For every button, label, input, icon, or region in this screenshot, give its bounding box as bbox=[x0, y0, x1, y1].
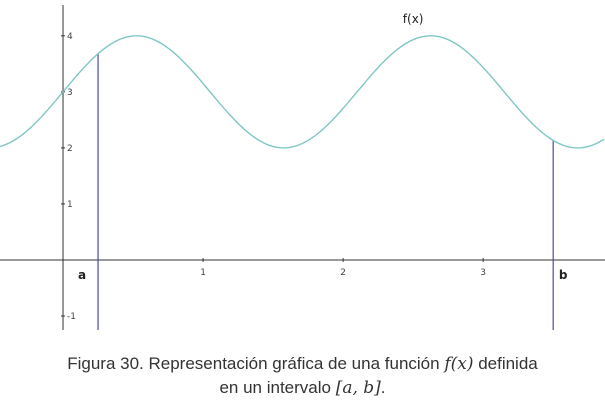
y-tick-label: 1 bbox=[67, 200, 73, 210]
function-curve bbox=[0, 35, 605, 149]
x-tick-label: 2 bbox=[340, 268, 346, 278]
caption-text: . bbox=[380, 378, 386, 397]
axes bbox=[0, 5, 605, 330]
caption-line-1: Figura 30. Representación gráfica de una… bbox=[0, 352, 605, 376]
x-tick-label: 1 bbox=[200, 268, 206, 278]
caption-math-function: f(x) bbox=[444, 354, 474, 374]
y-tick-label: 4 bbox=[67, 32, 73, 42]
y-tick-label: 2 bbox=[67, 144, 73, 154]
caption-text: definida bbox=[473, 354, 538, 373]
caption-text: en un intervalo bbox=[219, 378, 336, 397]
figure-caption: Figura 30. Representación gráfica de una… bbox=[0, 352, 605, 400]
caption-line-2: en un intervalo [a, b]. bbox=[0, 376, 605, 400]
interval-bounds bbox=[97, 53, 554, 330]
caption-math-interval: [a, b] bbox=[335, 378, 381, 398]
y-tick-label: 3 bbox=[67, 88, 73, 98]
bound-label-a: a bbox=[78, 268, 86, 282]
x-tick-label: 3 bbox=[480, 268, 486, 278]
function-label: f(x) bbox=[403, 12, 424, 26]
curve-group bbox=[0, 35, 605, 149]
y-tick-label: -1 bbox=[67, 312, 76, 322]
function-plot: 1 2 3 -1 1 2 3 4 a b f(x) bbox=[0, 5, 605, 330]
bound-label-b: b bbox=[559, 268, 568, 282]
chart-labels: a b f(x) bbox=[78, 12, 568, 282]
tick-marks: 1 2 3 -1 1 2 3 4 bbox=[61, 32, 486, 322]
caption-text: Figura 30. Representación gráfica de una… bbox=[67, 354, 445, 373]
